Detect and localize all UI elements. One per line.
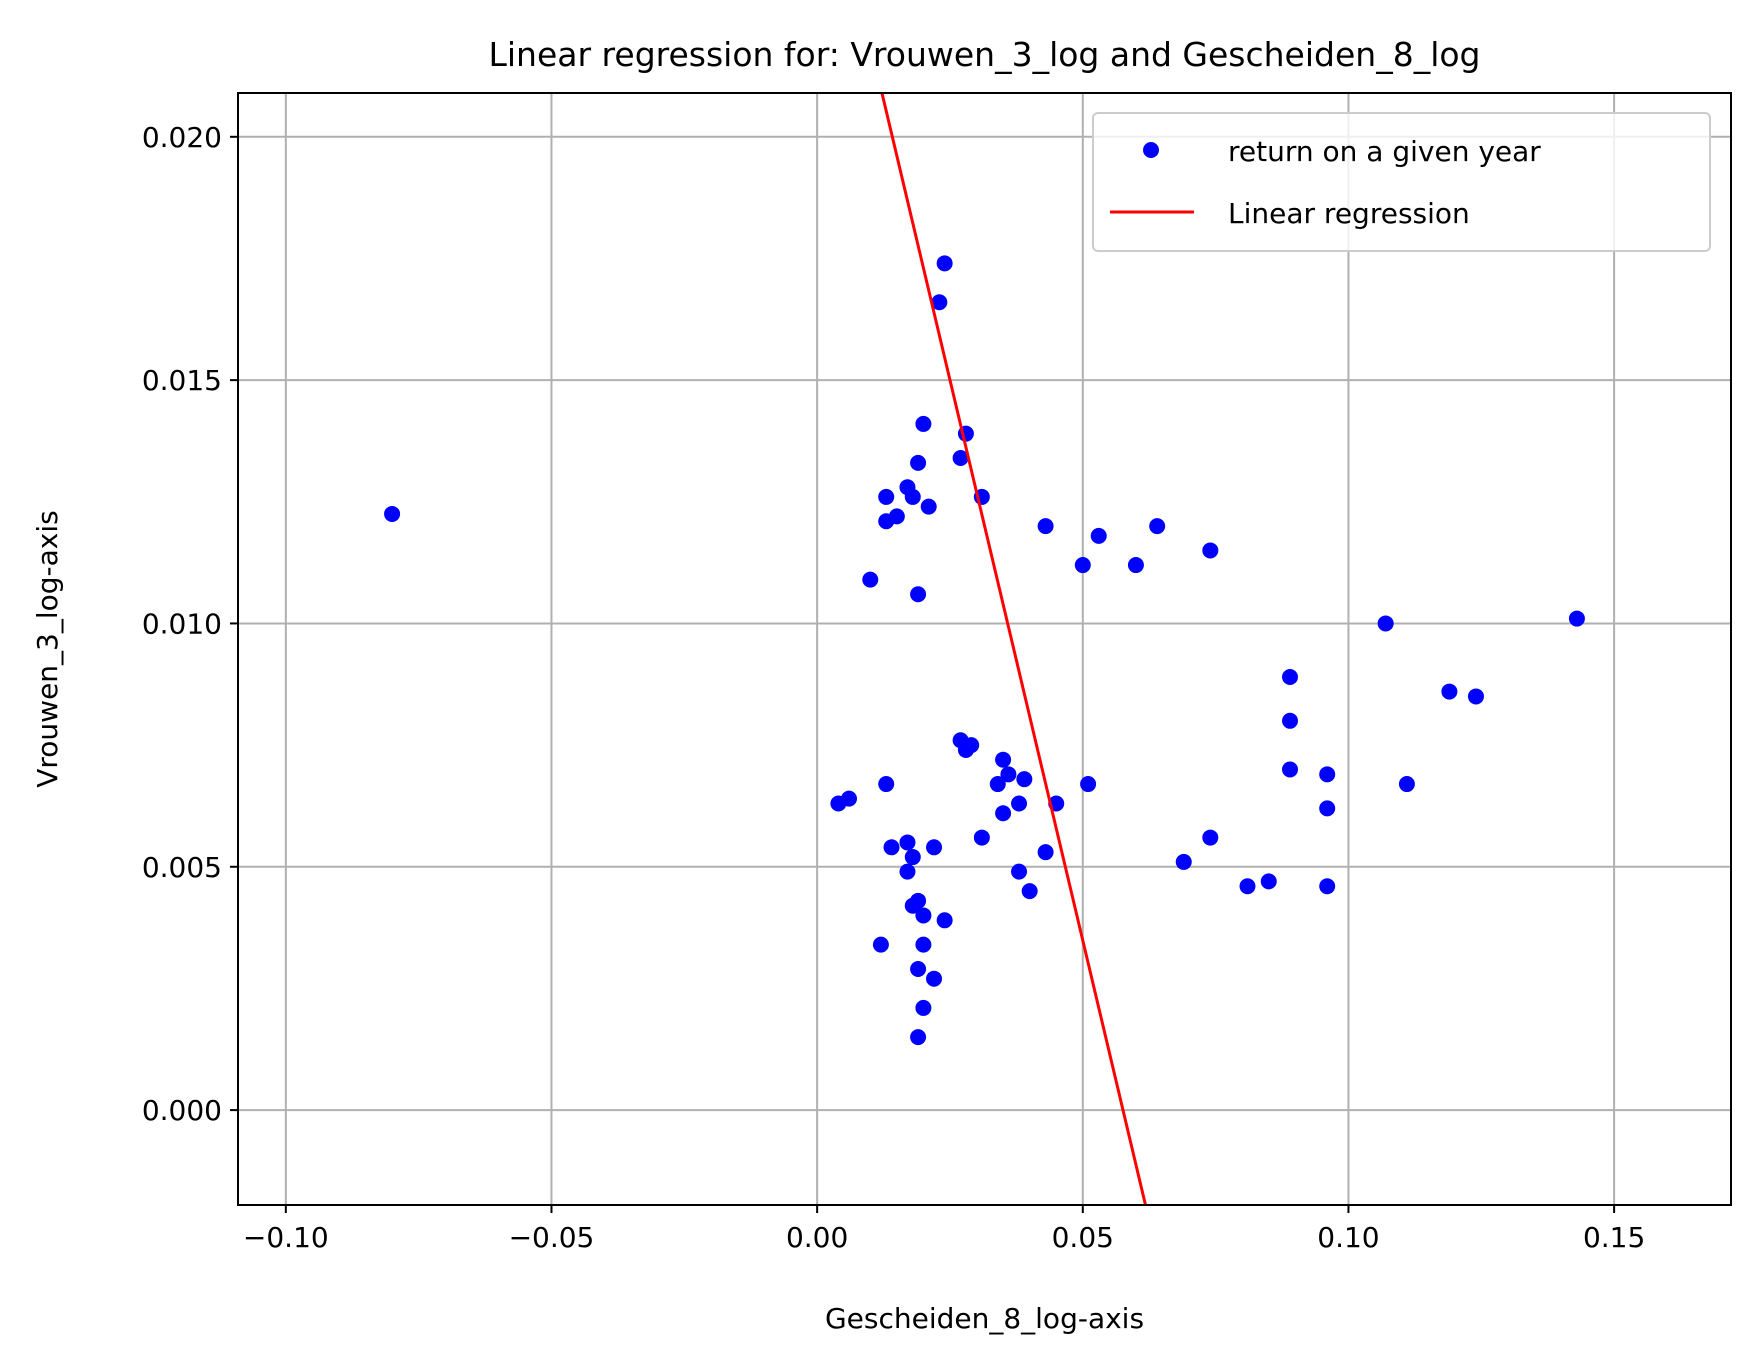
data-point	[931, 294, 948, 311]
data-point	[1011, 863, 1028, 880]
data-point	[1000, 766, 1017, 783]
data-point	[1319, 766, 1336, 783]
data-point	[1282, 668, 1299, 685]
x-tick-label: −0.10	[243, 1221, 329, 1254]
data-point	[915, 907, 932, 924]
legend-box	[1092, 112, 1711, 252]
data-point	[1202, 542, 1219, 559]
data-point	[973, 829, 990, 846]
data-point	[995, 751, 1012, 768]
data-point	[872, 936, 889, 953]
data-point	[1398, 776, 1415, 793]
data-point	[883, 839, 900, 856]
data-point	[989, 776, 1006, 793]
data-point	[1239, 878, 1256, 895]
y-tick-label: 0.000	[142, 1094, 222, 1127]
data-point	[862, 571, 879, 588]
data-point	[899, 863, 916, 880]
data-point	[899, 834, 916, 851]
x-tick-label: 0.05	[1052, 1221, 1114, 1254]
data-point	[1149, 518, 1166, 535]
data-point	[926, 970, 943, 987]
data-point	[915, 999, 932, 1016]
regression-line	[880, 92, 1147, 1206]
data-point	[920, 498, 937, 515]
data-point	[957, 741, 974, 758]
data-point	[384, 505, 401, 522]
data-point	[1260, 873, 1277, 890]
data-point	[1021, 883, 1038, 900]
legend-marker-scatter	[1143, 142, 1159, 158]
data-point	[1175, 853, 1192, 870]
data-point	[936, 255, 953, 272]
data-point	[1127, 557, 1144, 574]
data-point	[1037, 518, 1054, 535]
y-axis-ticks: 0.000 0.005 0.010 0.015 0.020	[142, 121, 238, 1127]
data-point	[1319, 878, 1336, 895]
x-tick-label: 0.00	[786, 1221, 848, 1254]
y-tick-label: 0.015	[142, 364, 222, 397]
legend: return on a given year Linear regression	[1092, 112, 1711, 252]
x-axis-label: Gescheiden_8_log-axis	[825, 1302, 1144, 1335]
legend-label-scatter: return on a given year	[1228, 135, 1541, 168]
x-tick-label: 0.10	[1317, 1221, 1379, 1254]
data-point	[1016, 771, 1033, 788]
data-point	[910, 586, 927, 603]
x-tick-label: −0.05	[509, 1221, 595, 1254]
data-point	[1441, 683, 1458, 700]
data-point	[1011, 795, 1028, 812]
data-point	[1202, 829, 1219, 846]
data-point	[878, 513, 895, 530]
y-axis-label: Vrouwen_3_log-axis	[31, 510, 64, 788]
y-tick-label: 0.010	[142, 607, 222, 640]
x-axis-ticks: −0.10 −0.05 0.00 0.05 0.10 0.15	[243, 1205, 1645, 1254]
data-point	[1080, 776, 1097, 793]
data-point	[926, 839, 943, 856]
data-point	[1568, 610, 1585, 627]
data-point	[1467, 688, 1484, 705]
data-point	[910, 454, 927, 471]
data-point	[915, 415, 932, 432]
data-point	[1282, 712, 1299, 729]
y-tick-label: 0.020	[142, 121, 222, 154]
chart-title: Linear regression for: Vrouwen_3_log and…	[489, 35, 1481, 74]
data-point	[1090, 527, 1107, 544]
data-point	[936, 912, 953, 929]
data-point	[1319, 800, 1336, 817]
data-point	[904, 849, 921, 866]
data-point	[952, 449, 969, 466]
data-point	[1037, 844, 1054, 861]
data-point	[878, 776, 895, 793]
data-point	[995, 805, 1012, 822]
plot-area	[384, 92, 1585, 1206]
data-point	[910, 960, 927, 977]
data-point	[1074, 557, 1091, 574]
data-point	[915, 936, 932, 953]
legend-label-line: Linear regression	[1228, 197, 1470, 230]
data-point	[904, 488, 921, 505]
data-point	[1282, 761, 1299, 778]
data-point	[904, 897, 921, 914]
x-tick-label: 0.15	[1583, 1221, 1645, 1254]
data-point	[878, 488, 895, 505]
data-point	[1377, 615, 1394, 632]
data-point	[841, 790, 858, 807]
axes-frame	[237, 92, 1732, 1206]
data-point	[910, 1029, 927, 1046]
y-tick-label: 0.005	[142, 851, 222, 884]
